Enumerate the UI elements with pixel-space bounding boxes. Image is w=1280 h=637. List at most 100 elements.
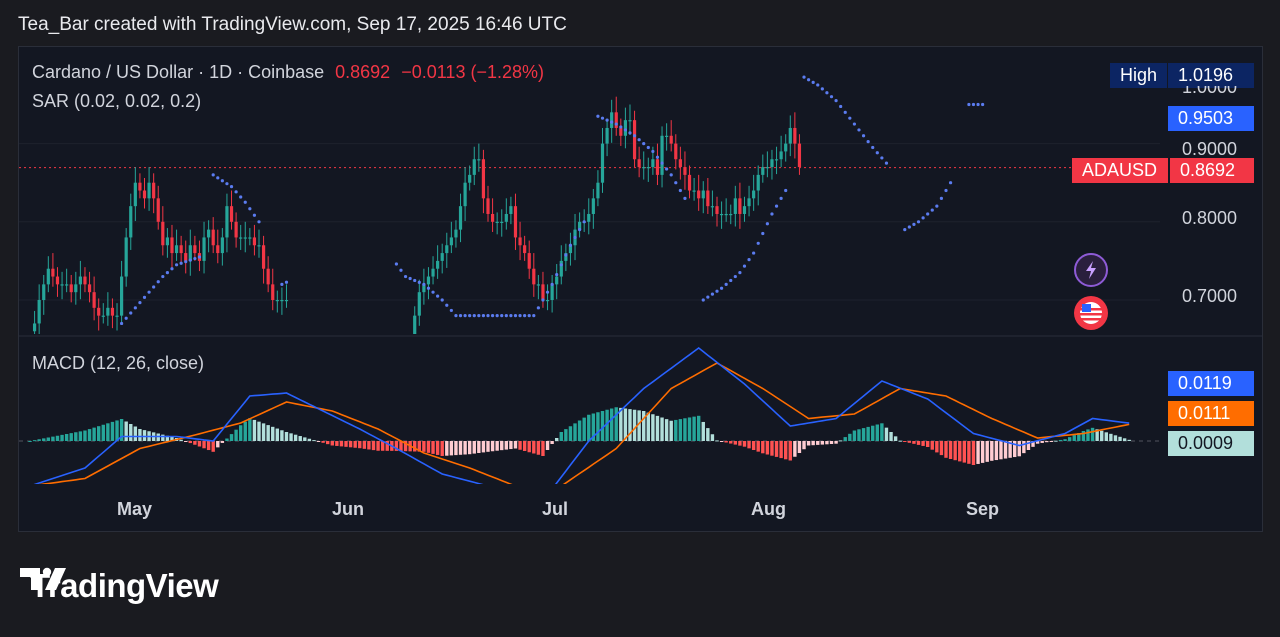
candle-body (284, 300, 289, 302)
sar-dot (216, 176, 220, 180)
macd-histogram-bar (303, 437, 307, 441)
sar-dot (147, 290, 151, 294)
macd-histogram-bar (646, 412, 650, 441)
macd-histogram-bar (985, 441, 989, 462)
candle-body (179, 245, 183, 254)
macd-histogram-bar (238, 425, 243, 441)
macd-histogram-bar (1118, 436, 1122, 441)
candle-body (261, 245, 266, 269)
sar-dot (234, 190, 238, 194)
sar-dot (605, 118, 609, 122)
macd-histogram-bar (1026, 441, 1031, 450)
macd-histogram-bar (1100, 430, 1104, 441)
macd-histogram-bar (935, 441, 939, 453)
sar-dot (481, 314, 486, 318)
sar-dot (449, 308, 453, 313)
macd-histogram-bar (472, 441, 476, 454)
sar-dot (669, 173, 673, 177)
macd-histogram-bar (628, 409, 632, 441)
macd-histogram-bar (454, 441, 458, 456)
macd-histogram-bar (683, 418, 687, 441)
sar-dot (880, 156, 884, 160)
macd-histogram-bar (925, 441, 930, 447)
sar-dot (463, 314, 467, 318)
candle-body (266, 268, 270, 285)
sar-dot (683, 196, 687, 200)
sar-dot (564, 253, 568, 257)
candle-body (243, 237, 247, 239)
macd-histogram-bar (500, 441, 504, 451)
sar-dot (504, 314, 508, 318)
macd-histogram-bar (261, 423, 266, 441)
candle-body (623, 120, 627, 136)
sar-dot (756, 241, 760, 245)
tradingview-logo[interactable]: TradingView (20, 566, 219, 606)
macd-histogram-bar (958, 441, 962, 462)
sar-dot (875, 151, 879, 155)
candle-body (225, 206, 229, 238)
macd-histogram-bar (28, 441, 32, 442)
us-flag-icon[interactable] (1074, 296, 1108, 330)
sar-dot (545, 290, 550, 294)
sar-dot (138, 301, 142, 305)
macd-histogram-bar (211, 441, 215, 452)
macd-histogram-bar (298, 436, 302, 441)
candle-body (51, 268, 55, 277)
sar-dot (646, 145, 650, 150)
macd-histogram-bar (912, 441, 916, 444)
time-axis-label: Sep (966, 499, 1000, 519)
candle-body (124, 237, 128, 277)
candle-body (578, 221, 582, 230)
candle-body (211, 229, 215, 246)
sar-dot (523, 314, 527, 318)
sar-dot (752, 251, 756, 255)
candle-body (490, 213, 495, 222)
candle-body (788, 127, 792, 144)
macd-histogram-bar (216, 441, 220, 448)
macd-histogram-bar (939, 441, 944, 456)
macd-histogram-bar (348, 441, 353, 448)
macd-histogram-bar (921, 441, 925, 446)
macd-histogram-bar (138, 429, 142, 441)
sar-legend[interactable]: SAR (0.02, 0.02, 0.2) (32, 91, 202, 111)
macd-histogram-bar (907, 441, 912, 443)
macd-histogram-bar (161, 434, 165, 441)
macd-histogram-layer (28, 407, 1131, 465)
macd-histogram-bar (353, 441, 357, 448)
macd-histogram-bar (101, 424, 105, 441)
sar-dot (807, 78, 811, 82)
chart-frame[interactable] (18, 46, 1263, 532)
candle-body (632, 120, 637, 160)
sar-dot (559, 263, 563, 267)
sar-dot (239, 195, 243, 199)
candle-body (504, 213, 508, 222)
macd-histogram-bar (449, 441, 454, 456)
candle-body (481, 159, 486, 199)
sar-dot (765, 222, 769, 226)
candle-body (779, 151, 783, 160)
candle-body (642, 167, 646, 169)
macd-histogram-bar (596, 412, 600, 441)
candle-body (152, 182, 156, 199)
sar-dot (152, 285, 156, 289)
candle-body (280, 300, 284, 302)
lightning-icon[interactable] (1074, 253, 1108, 287)
sar-dot (884, 161, 889, 165)
sar-dot (445, 303, 449, 307)
time-axis-label: Jul (542, 499, 569, 519)
macd-histogram-bar (948, 441, 953, 459)
macd-histogram-bar (738, 441, 742, 446)
macd-histogram-bar (321, 441, 325, 443)
candle-body (692, 190, 696, 192)
sar-dot (655, 155, 660, 159)
macd-histogram-bar (206, 441, 211, 451)
sar-dot (939, 196, 944, 200)
macd-histogram-bar (573, 423, 577, 441)
macd-legend[interactable]: MACD (12, 26, close) (32, 353, 205, 373)
macd-histogram-bar (463, 441, 467, 455)
macd-histogram-bar (83, 430, 87, 441)
macd-histogram-bar (1077, 433, 1081, 441)
sar-dot (399, 268, 403, 272)
symbol-legend[interactable]: Cardano / US Dollar · 1D · Coinbase 0.86… (32, 62, 544, 83)
